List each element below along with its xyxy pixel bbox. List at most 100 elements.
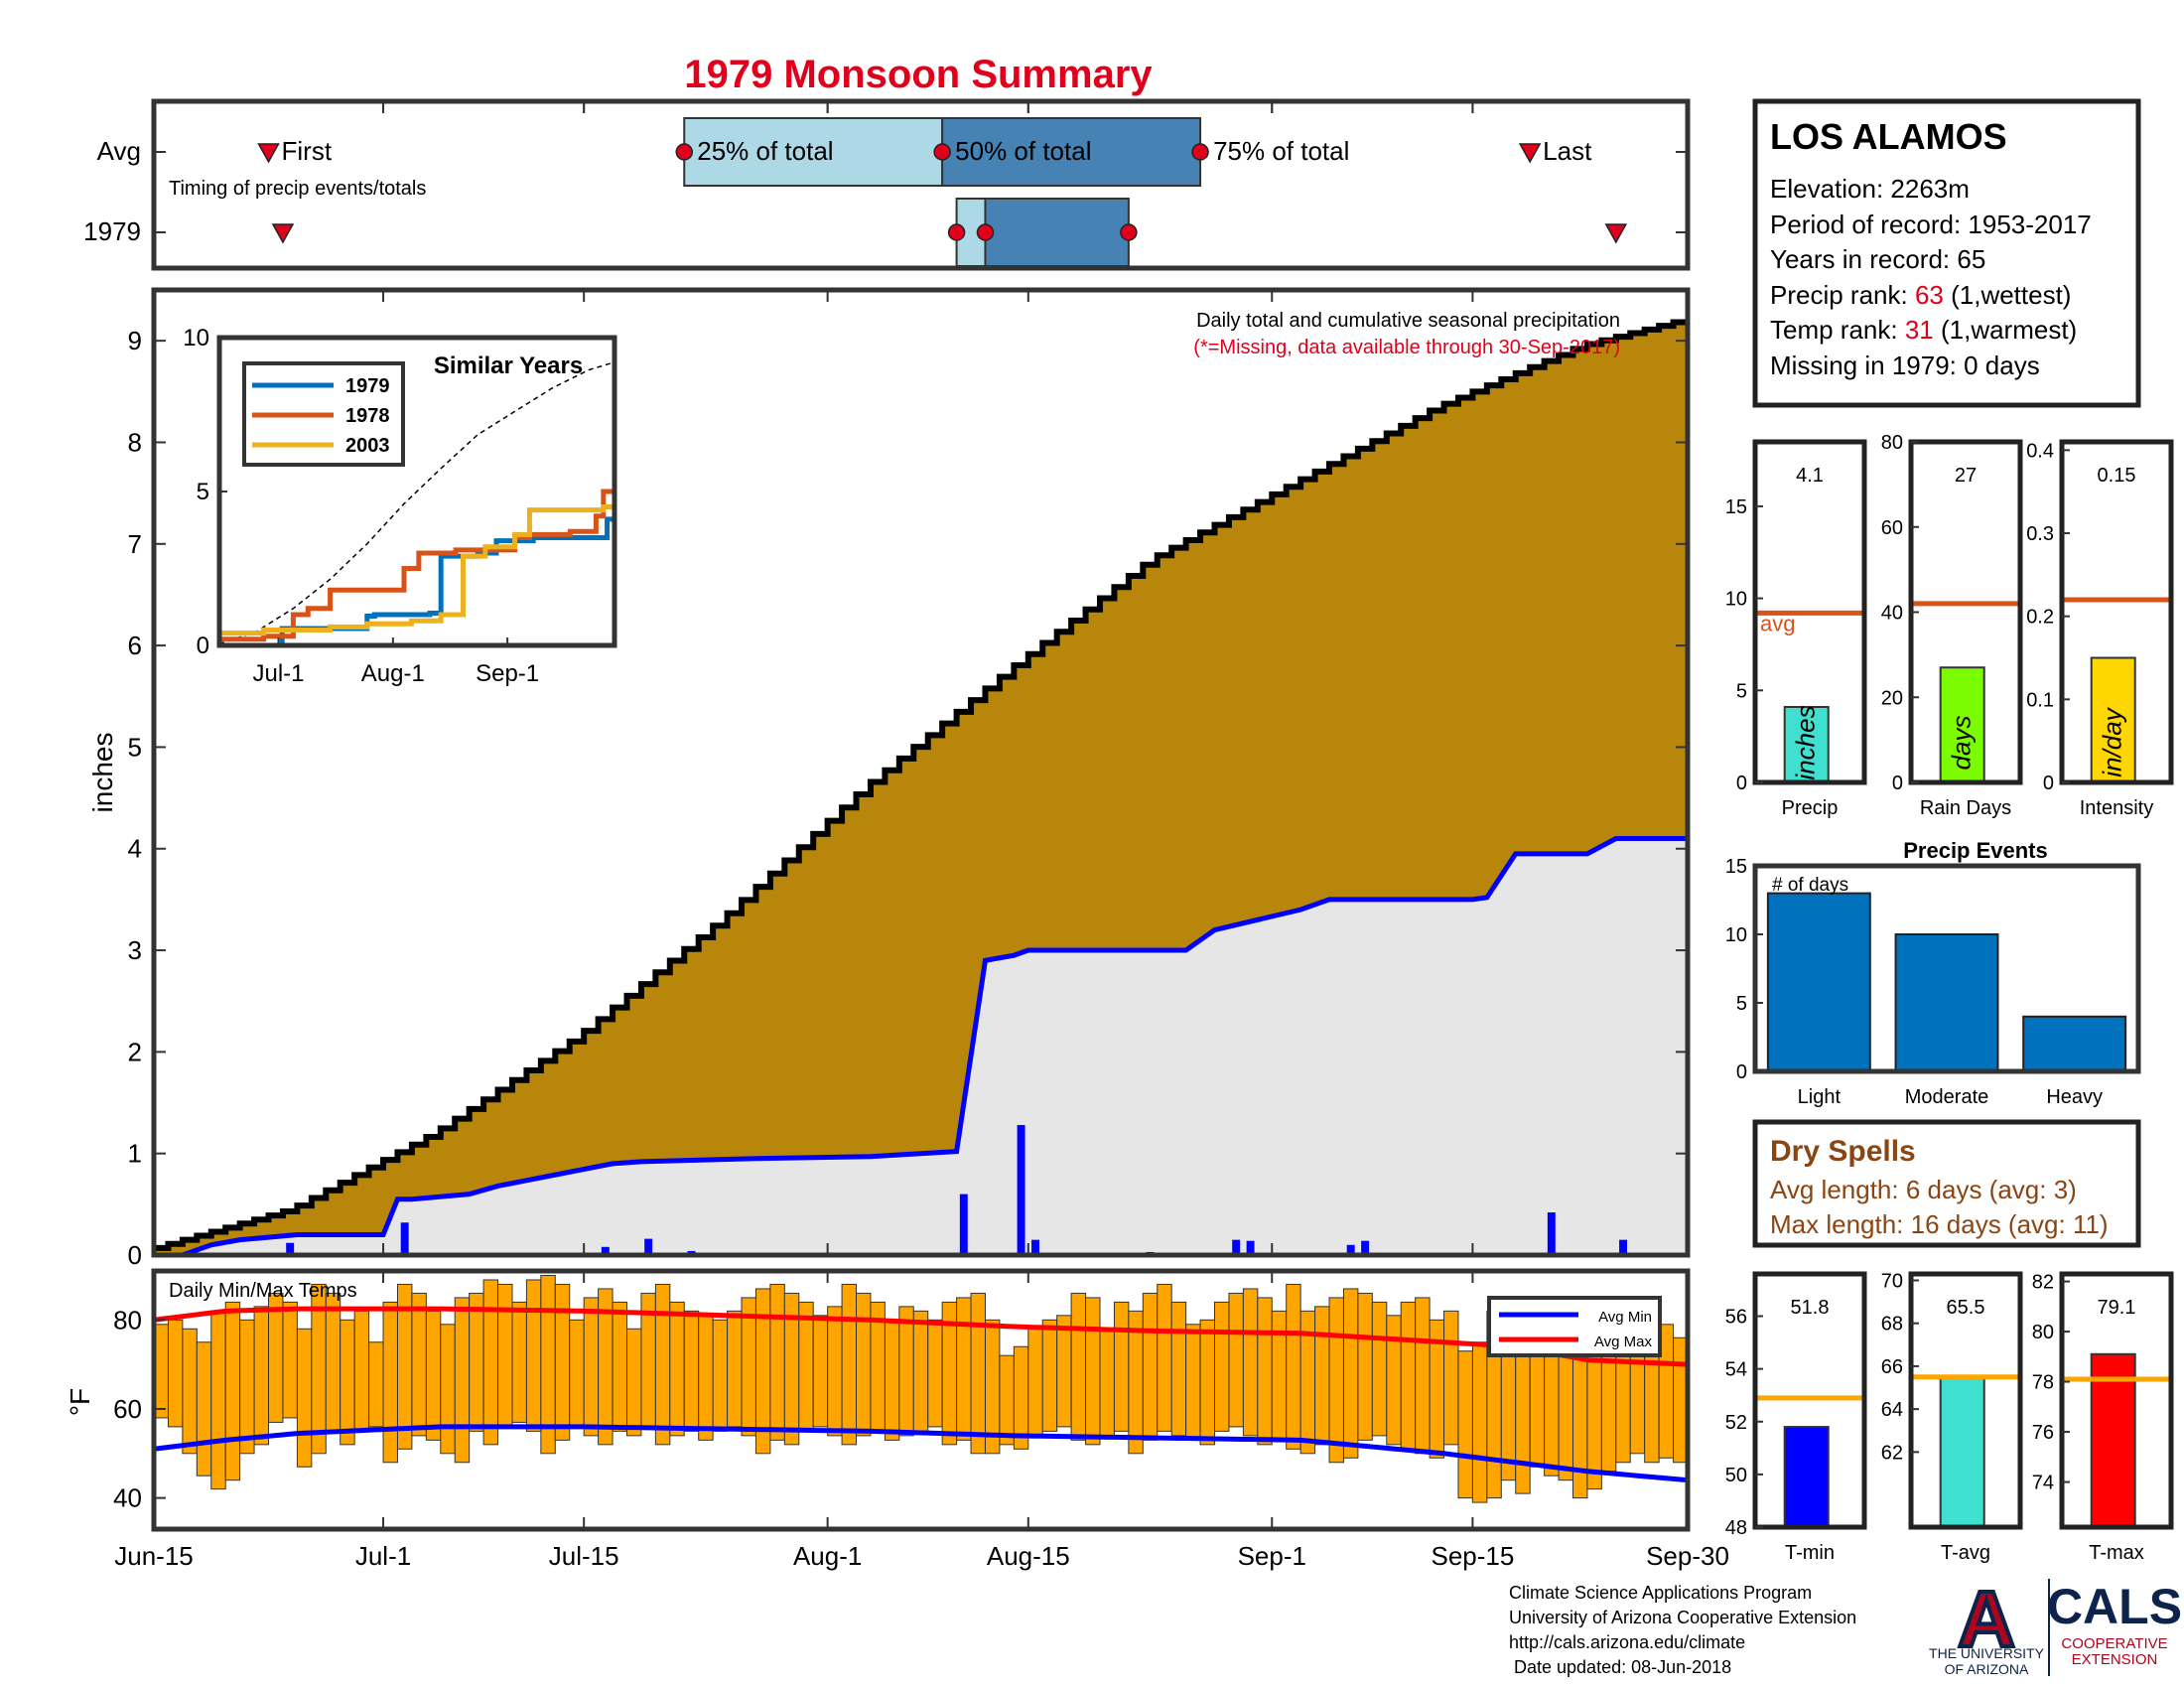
main-ytick-label: 3 [128,935,142,965]
daily-precip-bar [1232,1239,1241,1255]
events-frame [1752,863,2141,1074]
temp-range-bar [669,1301,685,1437]
temp-range-bar [956,1297,972,1441]
temp-range-bar [482,1279,499,1446]
events-bar-light [1766,892,1871,1072]
temp-range-bar [569,1319,585,1428]
temp-range-bars [153,1274,1689,1503]
events-title: Precip Events [1903,838,2048,863]
temp-range-bar [1199,1319,1216,1446]
temp-range-bar [798,1301,814,1432]
t-max-value: 79.1 [2098,1297,2136,1319]
temp-range-bar [1357,1292,1373,1441]
t-max-ytick-label: 74 [2032,1473,2054,1494]
temp-range-bar [1070,1292,1087,1441]
temp-range-bar [970,1292,986,1455]
station-elevation: Elevation: 2263m [1770,174,1970,204]
t-avg-frame [1908,1271,2023,1530]
temp-range-bar [884,1319,900,1441]
t-avg-bar [1939,1375,1985,1528]
temp-range-bar [1328,1297,1344,1464]
precip-avg-label: avg [1760,611,1795,635]
precip-panel: 0 5 10 15 4.1 Precip inches avg [1725,439,1867,819]
inset-avg-line [218,361,615,645]
temp-y-axis: 40 60 80 [113,1305,166,1513]
dry-title: Dry Spells [1770,1135,1916,1168]
t-avg-ytick-label: 62 [1881,1442,1903,1464]
inset-series-1978 [219,489,614,642]
avg-p25-marker [675,143,694,161]
year-cumulative-line [154,836,1688,1255]
temp-range-bar [856,1292,872,1437]
footer: Climate Science Applications Program Uni… [1509,1573,2182,1677]
temp-range-bar [1257,1297,1273,1446]
temp-range-bar [1242,1288,1259,1437]
main-title: Daily total and cumulative seasonal prec… [1196,310,1620,332]
temp-range-bar [554,1283,571,1441]
t-avg-value: 65.5 [1947,1297,1985,1319]
daily-precip-bar [601,1246,610,1255]
timing-row-year: 1979 [83,216,141,246]
temp-range-bar [999,1354,1015,1446]
avg-last-marker [1518,143,1542,164]
avg-p75-marker [1191,143,1209,161]
temp-range-bar [1457,1350,1473,1499]
temp-range-bar [1286,1283,1301,1450]
year-p50-marker [976,223,995,241]
temp-range-bar [425,1310,442,1441]
temp-range-bar [612,1301,627,1432]
temp-range-bar [712,1319,729,1432]
daily-precip-bar [1547,1212,1556,1255]
t-min-panel: 48 50 52 54 56 51.8 T-min [1725,1271,1867,1564]
timing-frame [151,98,1691,271]
events-bar-moderate [1894,933,1999,1072]
temp-range-bar [353,1310,370,1432]
timing-first-label: First [282,136,333,166]
temp-ylabel: °F [65,1388,95,1416]
temp-ytick-label: 40 [113,1483,142,1513]
temp-range-bar [898,1306,914,1437]
temp-range-bar [1085,1297,1101,1446]
temp-range-bar [1099,1328,1115,1437]
temp-range-bar [382,1301,398,1464]
temp-ytick-label: 60 [113,1394,142,1424]
daily-precip-bar [1361,1240,1370,1255]
inset-xtick-label: Jul-1 [252,660,304,687]
rain-days-ytick-label: 40 [1881,603,1903,625]
intensity-frame [2059,439,2174,785]
date-xtick-label: Aug-1 [793,1541,862,1571]
intensity-ytick-label: 0.3 [2026,523,2054,545]
main-subtitle: (*=Missing, data available through 30-Se… [1193,337,1620,358]
rain-days-ytick-label: 80 [1881,432,1903,454]
temp-range-bar [182,1328,198,1455]
t-avg-ytick-label: 68 [1881,1314,1903,1336]
temp-range-bar [411,1292,427,1437]
rain-days-ytick-label: 60 [1881,517,1903,539]
temp-range-bar [239,1319,255,1455]
inset-legend-entries: 1979 1978 2003 [252,375,390,457]
main-ytick-label: 1 [128,1139,142,1169]
daily-precip-bar [1346,1244,1355,1255]
precip-xlabel: Precip [1782,797,1839,819]
main-ytick-label: 9 [128,326,142,355]
station-info-box: LOS ALAMOS Elevation: 2263m Period of re… [1752,98,2141,408]
main-ytick-label: 7 [128,529,142,559]
t-min-ytick-label: 56 [1725,1307,1747,1329]
precip-ytick-label: 0 [1736,773,1747,794]
temp-range-bar [1027,1328,1043,1437]
daily-precip-bar [1619,1239,1627,1255]
rain-days-ytick-label: 0 [1892,773,1903,794]
temp-range-bar [812,1315,829,1428]
events-bars [1766,892,2127,1072]
temp-range-bar [511,1301,527,1423]
events-xlabel: Heavy [2046,1086,2103,1108]
svg-text:A: A [1958,1575,2015,1663]
cals-logo: CALS COOPERATIVE EXTENSION [2047,1579,2182,1668]
t-min-frame [1752,1271,1867,1530]
intensity-ytick-label: 0.4 [2026,440,2054,462]
t-max-ytick-label: 78 [2032,1372,2054,1394]
intensity-value: 0.15 [2098,465,2136,487]
date-xtick-label: Sep-30 [1646,1541,1729,1571]
t-min-value: 51.8 [1791,1297,1830,1319]
